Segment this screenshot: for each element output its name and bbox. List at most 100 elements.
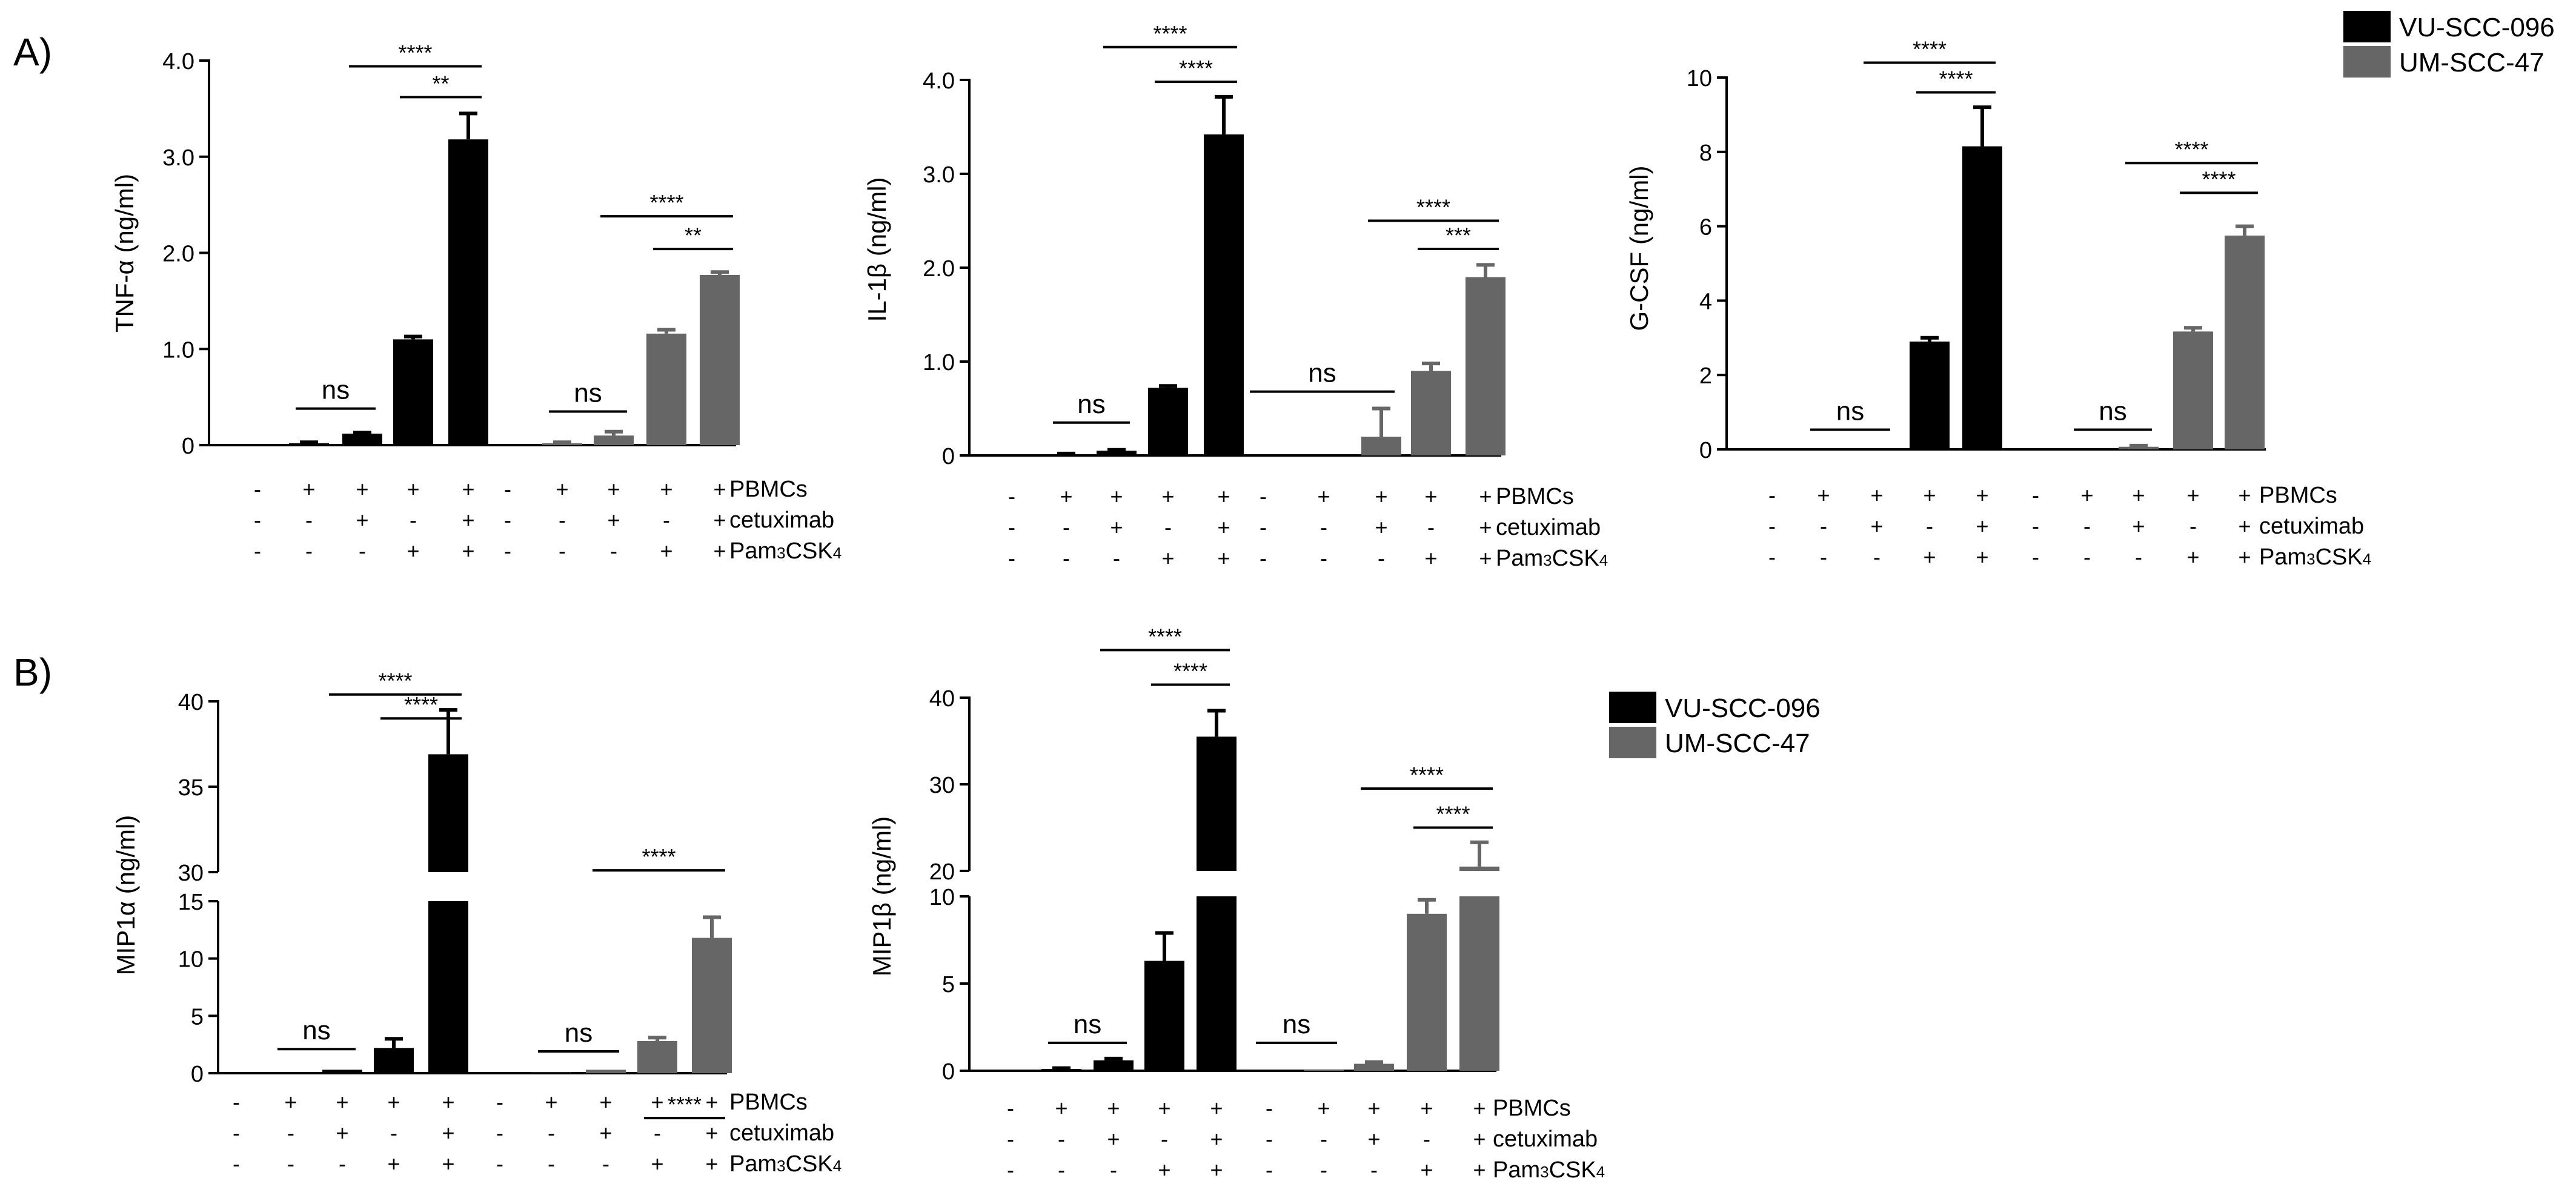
- y-tick-label: 30: [178, 861, 204, 886]
- bar-um-scc-47: [542, 443, 582, 445]
- y-tick-label: 0: [942, 1059, 955, 1085]
- condition-sign: -: [1370, 1157, 1378, 1182]
- condition-sign: -: [496, 1120, 503, 1145]
- condition-sign: -: [1320, 1157, 1327, 1182]
- condition-sign: -: [1768, 514, 1776, 538]
- condition-sign: +: [1976, 514, 1988, 538]
- condition-sign: +: [407, 538, 419, 563]
- condition-sign: -: [1320, 515, 1327, 540]
- condition-sign: +: [607, 508, 620, 532]
- condition-sign: -: [254, 477, 261, 501]
- condition-sign: +: [2080, 483, 2093, 508]
- condition-sign: -: [1058, 1126, 1065, 1151]
- y-tick-label: 0: [182, 434, 194, 459]
- y-tick-label: 2.0: [162, 242, 194, 267]
- condition-sign: -: [287, 1151, 294, 1176]
- condition-sign: +: [545, 1090, 557, 1114]
- condition-sign: -: [1266, 1157, 1273, 1182]
- condition-sign: -: [559, 538, 566, 563]
- condition-sign: +: [1923, 544, 1936, 569]
- significance-label: ****: [2202, 167, 2236, 191]
- condition-sign: -: [504, 538, 511, 563]
- condition-sign: +: [599, 1090, 612, 1114]
- condition-sign: +: [462, 538, 474, 563]
- y-tick-label: 3.0: [162, 145, 194, 171]
- condition-label-pbmcs: PBMCs: [1493, 1096, 1571, 1121]
- condition-sign: -: [496, 1090, 503, 1114]
- condition-sign: +: [1317, 484, 1330, 509]
- bar-vu-scc-096: [1097, 451, 1137, 455]
- legend-swatch-um-scc-47: [2343, 46, 2391, 78]
- y-tick-label: 35: [178, 775, 204, 801]
- condition-label-pbmcs: PBMCs: [2259, 483, 2337, 508]
- bar-vu-scc-096: [1094, 1060, 1134, 1071]
- condition-sign: -: [1063, 546, 1070, 571]
- condition-sign: -: [1161, 1126, 1168, 1151]
- significance-label: ****: [1436, 802, 1470, 827]
- y-tick-label: 2.0: [923, 256, 955, 282]
- condition-sign: +: [1976, 544, 1988, 569]
- condition-sign: -: [2189, 514, 2197, 538]
- condition-sign: +: [2238, 544, 2251, 569]
- bar-vu-scc-096: [289, 443, 329, 445]
- condition-sign: -: [1007, 1126, 1014, 1151]
- condition-sign: -: [1260, 515, 1267, 540]
- condition-sign: -: [548, 1120, 555, 1145]
- bar-vu-scc-096: [1144, 961, 1184, 1071]
- condition-sign: +: [1479, 546, 1492, 571]
- legend-label-vu-scc-096: VU-SCC-096: [2399, 13, 2555, 42]
- condition-label-cetuximab: cetuximab: [1496, 515, 1601, 540]
- condition-sign: -: [654, 1120, 661, 1145]
- condition-sign: -: [2032, 514, 2039, 538]
- legend-bottom: VU-SCC-096 UM-SCC-47: [1609, 692, 1821, 758]
- y-tick-label: 40: [929, 686, 955, 712]
- significance-label: ****: [668, 1092, 702, 1117]
- significance-label: ****: [642, 844, 676, 869]
- bar-um-scc-47: [646, 333, 686, 445]
- condition-sign: +: [1479, 484, 1492, 509]
- bar-um-scc-47: [692, 938, 732, 1073]
- significance-label: ****: [1913, 36, 1947, 61]
- chart-tnf-alpha: 01.02.03.04.0ns******ns******TNF-α (ng/m…: [110, 41, 842, 564]
- bar-um-scc-47: [637, 1040, 677, 1073]
- legend-swatch-vu-scc-096: [2343, 11, 2391, 42]
- significance-label-ns: ns: [1283, 1010, 1310, 1039]
- condition-sign: +: [1217, 515, 1230, 540]
- condition-sign: +: [1473, 1126, 1486, 1151]
- condition-label-pbmcs: PBMCs: [729, 477, 808, 502]
- panel-label-a: A): [13, 30, 52, 74]
- condition-sign: +: [1923, 483, 1936, 508]
- bar-um-scc-47: [700, 275, 740, 445]
- significance-label-ns: ns: [322, 375, 350, 405]
- condition-sign: +: [1420, 1096, 1433, 1120]
- y-tick-label: 15: [178, 890, 204, 915]
- condition-sign: +: [713, 477, 726, 501]
- condition-sign: -: [1320, 546, 1327, 571]
- condition-sign: +: [387, 1151, 400, 1176]
- condition-sign: -: [1820, 544, 1827, 569]
- significance-label-ns: ns: [2099, 396, 2126, 426]
- bar-um-scc-47-upper: [1459, 866, 1499, 871]
- condition-sign: +: [1210, 1096, 1223, 1120]
- condition-sign: -: [1768, 544, 1776, 569]
- condition-sign: -: [1007, 1096, 1014, 1120]
- bar-um-scc-47: [594, 435, 634, 445]
- y-tick-label: 6: [1699, 215, 1712, 240]
- condition-sign: -: [1423, 1126, 1430, 1151]
- condition-sign: -: [287, 1120, 294, 1145]
- significance-label-ns: ns: [565, 1018, 593, 1048]
- condition-sign: -: [1007, 1157, 1014, 1182]
- condition-sign: -: [339, 1151, 346, 1176]
- condition-sign: -: [1008, 484, 1015, 509]
- y-tick-label: 0: [942, 444, 955, 469]
- condition-sign: +: [284, 1090, 297, 1114]
- condition-sign: -: [1164, 515, 1172, 540]
- y-tick-label: 20: [929, 859, 955, 885]
- condition-sign: -: [2032, 544, 2039, 569]
- condition-sign: +: [713, 538, 726, 563]
- condition-sign: -: [390, 1120, 397, 1145]
- bar-vu-scc-096: [1204, 134, 1244, 455]
- y-axis-label: IL-1β (ng/ml): [863, 177, 891, 322]
